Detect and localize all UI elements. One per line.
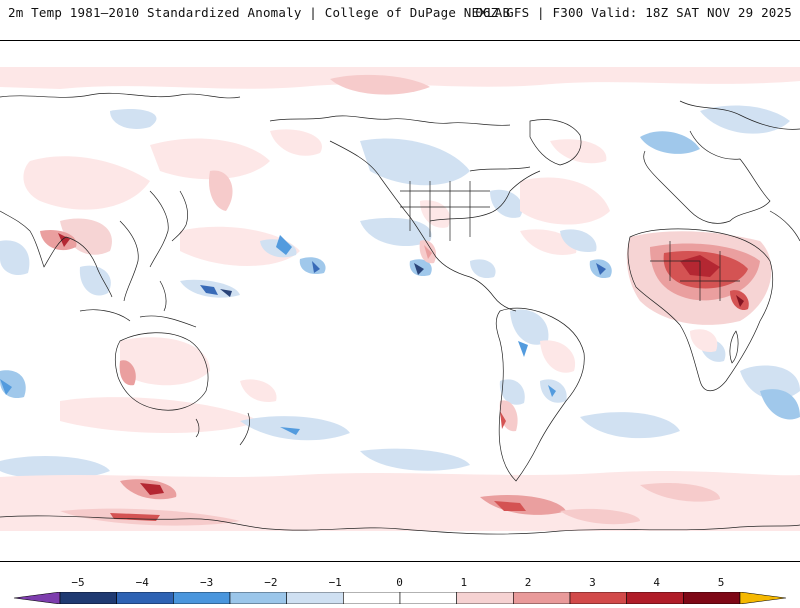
- model-run-info: 06Z GFS | F300 Valid: 18Z SAT NOV 29 202…: [475, 5, 792, 20]
- colorbar-segment: [399, 591, 457, 605]
- colorbar-segment: [513, 591, 571, 605]
- colorbar-segment: [683, 591, 741, 605]
- colorbar-segment: [286, 591, 344, 605]
- colorbar-tick-label: 1: [460, 576, 468, 589]
- colorbar-tick-label: 2: [524, 576, 532, 589]
- colorbar-tick-label: −3: [199, 576, 214, 589]
- colorbar-segment: [456, 591, 514, 605]
- colorbar-segment: [569, 591, 627, 605]
- map-title: 2m Temp 1981–2010 Standardized Anomaly |…: [8, 5, 511, 20]
- colorbar-segment: [229, 591, 287, 605]
- colorbar-tick-label: 0: [396, 576, 403, 589]
- colorbar-tick-label: −5: [71, 576, 85, 589]
- colorbar-segment: [173, 591, 231, 605]
- colorbar-tick-label: −2: [264, 576, 278, 589]
- colorbar-tick-label: 3: [589, 576, 596, 589]
- colorbar-tick-label: −1: [328, 576, 342, 589]
- colorbar-max-arrow: [739, 591, 787, 605]
- anomaly-field: [0, 67, 800, 531]
- colorbar-tick-label: 4: [653, 576, 660, 589]
- colorbar-segment: [59, 591, 117, 605]
- colorbar-segment: [626, 591, 684, 605]
- colorbar-tick-label: −4: [135, 576, 149, 589]
- coastlines: [0, 92, 800, 535]
- colorbar-segment: [116, 591, 174, 605]
- colorbar-segment: [343, 591, 401, 605]
- global-anomaly-map: [0, 40, 800, 562]
- colorbar-min-arrow: [13, 591, 61, 605]
- colorbar: [0, 589, 800, 605]
- colorbar-tick-label: 5: [717, 576, 725, 589]
